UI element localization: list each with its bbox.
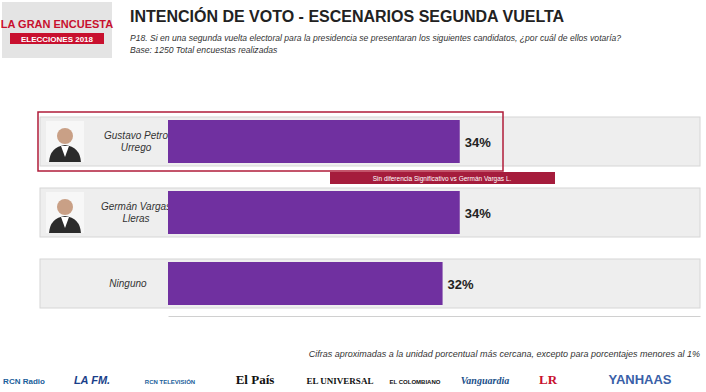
logo-subtext: ELECCIONES 2018 [21, 35, 94, 44]
annotation-box [330, 172, 555, 184]
data-label: 34% [465, 206, 491, 221]
row-bg [40, 188, 700, 237]
rows [40, 117, 700, 308]
bar [168, 120, 460, 163]
chart: LA GRAN ENCUESTA ELECCIONES 2018 INTENCIÓN… [0, 0, 706, 392]
photo-body [49, 145, 81, 162]
footer-logo: Vanguardia [461, 375, 509, 386]
footer-logo: EL COLOMBIANO [390, 379, 441, 385]
highlight-frame [38, 112, 503, 171]
footer-logo: El País [236, 372, 275, 387]
logo: LA GRAN ENCUESTA ELECCIONES 2018 [1, 2, 114, 58]
photo-body [49, 216, 81, 233]
photo-bg [46, 192, 84, 233]
bars [168, 120, 460, 305]
footer-logo: RCN Radio [3, 377, 45, 386]
logo-text: LA GRAN ENCUESTA [1, 18, 114, 30]
logo-bg [2, 2, 112, 58]
photo-head [57, 199, 73, 215]
x-axis-line [169, 316, 701, 317]
footer-logo: LA FM. [74, 374, 110, 386]
category-label: Ninguno [109, 278, 147, 289]
row-bg [40, 259, 700, 308]
category-labels: Gustavo PetroUrrego Germán VargasLleras Ni… [101, 130, 171, 289]
footer-logo: LR [539, 372, 558, 387]
photos [46, 121, 84, 233]
logo-band [10, 33, 104, 44]
data-label: 34% [465, 135, 491, 150]
photo-shirt [61, 217, 69, 228]
footer-logos: RCN Radio LA FM. RCN TELEVISIÓN El País EL U… [3, 372, 672, 387]
photo [46, 192, 84, 233]
base: Base: 1250 Total encuestas realizadas [130, 45, 278, 55]
footer-logo: RCN TELEVISIÓN [145, 378, 195, 385]
footer-logo: YANHAAS [608, 372, 671, 387]
category-label: Gustavo PetroUrrego [104, 130, 168, 153]
subtitle: P18. Si en una segunda vuelta electoral … [130, 33, 621, 43]
footnote: Cifras aproximadas a la unidad porcentua… [309, 349, 700, 359]
photo-bg [46, 121, 84, 162]
data-label: 32% [448, 277, 474, 292]
footer-logo: EL UNIVERSAL [307, 376, 374, 386]
photo [46, 121, 84, 162]
photo-head [57, 128, 73, 144]
category-label: Germán VargasLleras [101, 201, 171, 224]
bar [168, 262, 443, 305]
row-bg [40, 117, 700, 166]
annotation: Sin diferencia Significativo vs Germán V… [373, 175, 512, 183]
title: INTENCIÓN DE VOTO - ESCENARIOS SEGUNDA V… [130, 7, 565, 25]
highlight: Sin diferencia Significativo vs Germán V… [38, 112, 555, 184]
photo-shirt [61, 146, 69, 157]
bar [168, 191, 460, 234]
data-labels: 34% 34% 32% [448, 135, 492, 292]
x-axis [169, 316, 701, 317]
